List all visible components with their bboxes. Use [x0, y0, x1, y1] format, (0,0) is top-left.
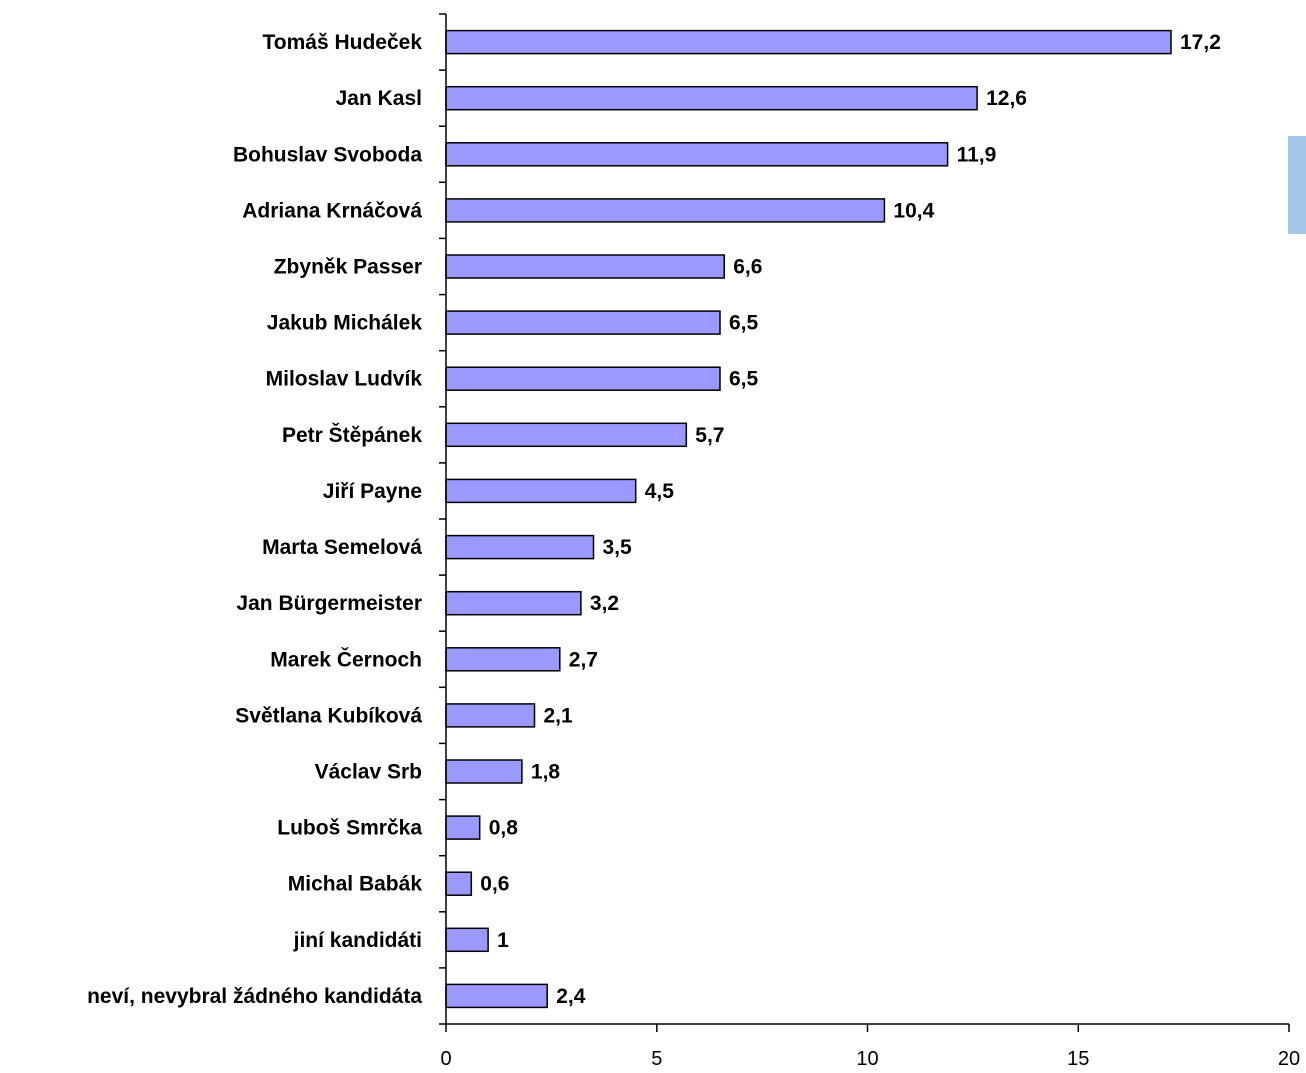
axes — [439, 13, 1290, 1032]
bar — [445, 647, 561, 672]
bar — [445, 478, 637, 504]
value-label: 6,6 — [733, 256, 762, 279]
value-labels: 17,2 12,6 11,9 10,4 6,6 6,5 6,5 5,7 4,5 3,5 3,2 2,7… — [480, 31, 1221, 1008]
category-label: jiní kandidáti — [293, 929, 422, 952]
bar — [445, 759, 523, 784]
value-label: 11,9 — [957, 143, 997, 166]
value-label: 5,7 — [695, 424, 724, 447]
category-label: Adriana Krnáčová — [242, 199, 422, 222]
x-tick-label: 5 — [651, 1048, 662, 1070]
bar — [445, 703, 536, 728]
value-label: 2,7 — [569, 648, 598, 671]
category-label: Tomáš Hudeček — [263, 31, 423, 54]
bar — [445, 254, 725, 279]
bar — [445, 142, 949, 167]
category-label: Václav Srb — [315, 761, 422, 784]
value-label: 4,5 — [645, 480, 675, 503]
value-label: 1,8 — [531, 761, 561, 784]
value-label: 6,5 — [729, 312, 759, 335]
value-label: 10,4 — [893, 199, 934, 222]
category-label: Světlana Kubíková — [235, 704, 422, 727]
value-label: 12,6 — [986, 87, 1027, 110]
category-label: Jakub Michálek — [267, 312, 423, 335]
bar — [445, 85, 978, 111]
category-label: Luboš Smrčka — [277, 817, 422, 840]
category-label: Bohuslav Svoboda — [233, 143, 422, 166]
category-label: Miloslav Ludvík — [266, 368, 423, 391]
bar — [445, 29, 1172, 55]
value-label: 17,2 — [1180, 31, 1221, 54]
x-tick-label: 15 — [1067, 1048, 1089, 1070]
bar — [445, 310, 721, 335]
category-label: Marek Černoch — [270, 647, 422, 671]
value-label: 0,8 — [489, 817, 519, 840]
bar — [445, 422, 688, 448]
value-label: 0,6 — [480, 873, 509, 896]
category-label: Jan Bürgermeister — [236, 592, 422, 615]
category-label: Marta Semelová — [262, 536, 422, 559]
x-tick-labels: 0 5 10 15 20 — [440, 1048, 1300, 1070]
legend-swatch — [1288, 136, 1306, 234]
category-label: Jan Kasl — [336, 87, 422, 110]
category-label: Michal Babák — [288, 873, 423, 896]
category-label: neví, nevybral žádného kandidáta — [87, 985, 422, 1008]
bar — [445, 590, 582, 616]
x-tick-label: 20 — [1278, 1048, 1300, 1070]
bar — [445, 871, 473, 896]
value-label: 6,5 — [729, 368, 759, 391]
x-tick-label: 10 — [856, 1048, 878, 1070]
bars-layer — [445, 29, 1172, 1009]
value-label: 3,2 — [590, 592, 619, 615]
category-label: Jiří Payne — [323, 480, 422, 503]
value-label: 3,5 — [603, 536, 633, 559]
value-label: 2,4 — [556, 985, 586, 1008]
bar — [445, 366, 721, 391]
bar — [445, 927, 489, 953]
bar — [445, 534, 595, 560]
category-labels: Tomáš Hudeček Jan Kasl Bohuslav Svoboda Adr… — [87, 31, 422, 1008]
category-label: Zbyněk Passer — [274, 256, 422, 279]
value-label: 2,1 — [544, 704, 574, 727]
bar — [445, 983, 548, 1009]
bar — [445, 815, 481, 840]
bar — [445, 198, 886, 223]
value-label: 1 — [497, 929, 509, 952]
x-tick-label: 0 — [440, 1048, 451, 1070]
category-label: Petr Štěpánek — [282, 423, 422, 447]
